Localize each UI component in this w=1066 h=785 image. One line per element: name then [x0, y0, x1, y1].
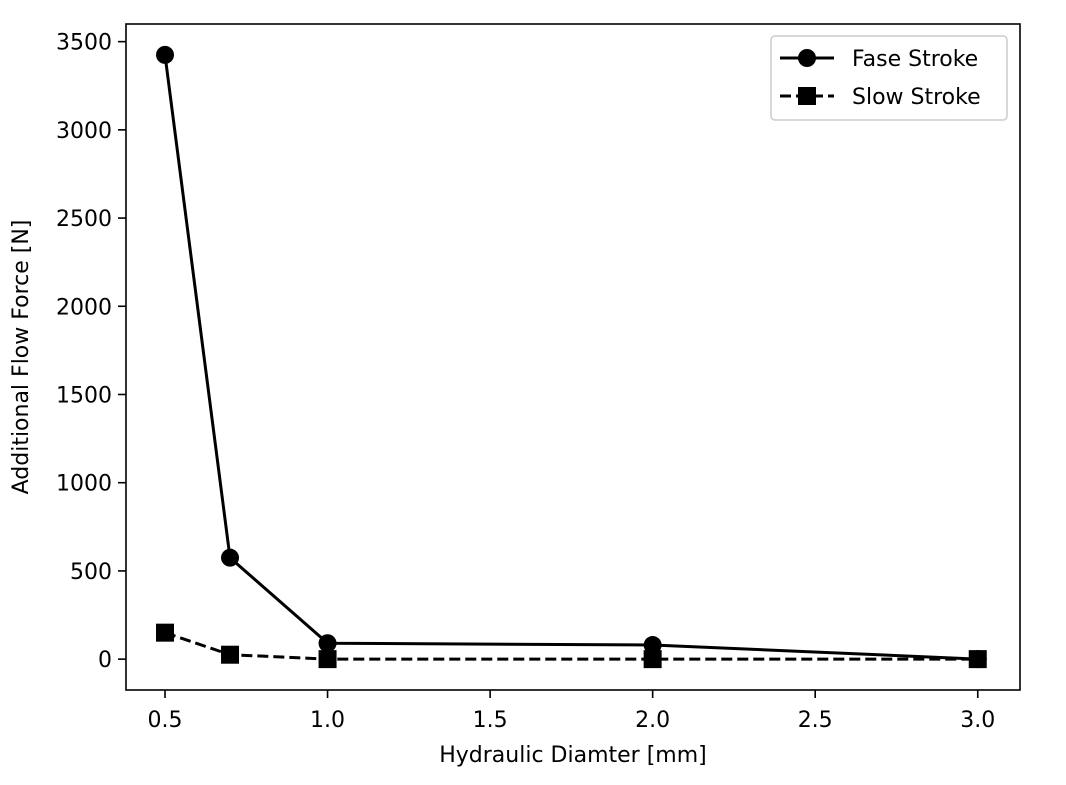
series-layer [156, 45, 987, 669]
y-tick-label: 3000 [56, 119, 112, 144]
x-tick-label: 2.5 [798, 708, 833, 733]
y-tick-label: 2500 [56, 207, 112, 232]
x-axis-label: Hydraulic Diamter [mm] [439, 743, 707, 768]
y-tick-label: 1500 [56, 383, 112, 408]
x-tick-label: 0.5 [148, 708, 183, 733]
legend-label-slow-stroke: Slow Stroke [852, 85, 981, 110]
data-point-slow-stroke [318, 650, 337, 669]
data-point-slow-stroke [156, 623, 175, 642]
y-tick-label: 2000 [56, 295, 112, 320]
data-point-slow-stroke [643, 650, 662, 669]
data-point-slow-stroke [221, 645, 240, 664]
y-tick-label: 3500 [56, 31, 112, 56]
data-point-fase-stroke [643, 636, 662, 655]
y-tick-label: 500 [70, 560, 112, 585]
legend-marker-slow-stroke [798, 87, 816, 105]
data-point-fase-stroke [318, 634, 337, 653]
x-tick-label: 1.5 [473, 708, 508, 733]
series-line-fase-stroke [163, 54, 978, 661]
data-point-fase-stroke [156, 45, 175, 64]
y-axis-label: Additional Flow Force [N] [9, 220, 34, 495]
y-axis: 0 500 1000 1500 2000 2500 3000 3500 [56, 31, 126, 673]
x-tick-label: 1.0 [310, 708, 345, 733]
y-tick-label: 1000 [56, 472, 112, 497]
data-point-slow-stroke [968, 650, 987, 669]
x-tick-label: 3.0 [960, 708, 995, 733]
data-point-fase-stroke [221, 548, 240, 567]
x-axis: 0.5 1.0 1.5 2.0 2.5 3.0 [148, 690, 995, 733]
y-tick-label: 0 [98, 648, 112, 673]
plot-area-frame [125, 23, 1021, 691]
legend-marker-fase-stroke [798, 49, 816, 67]
legend-label-fase-stroke: Fase Stroke [852, 47, 978, 72]
x-tick-label: 2.0 [635, 708, 670, 733]
legend: Fase Stroke Slow Stroke [770, 35, 1008, 121]
